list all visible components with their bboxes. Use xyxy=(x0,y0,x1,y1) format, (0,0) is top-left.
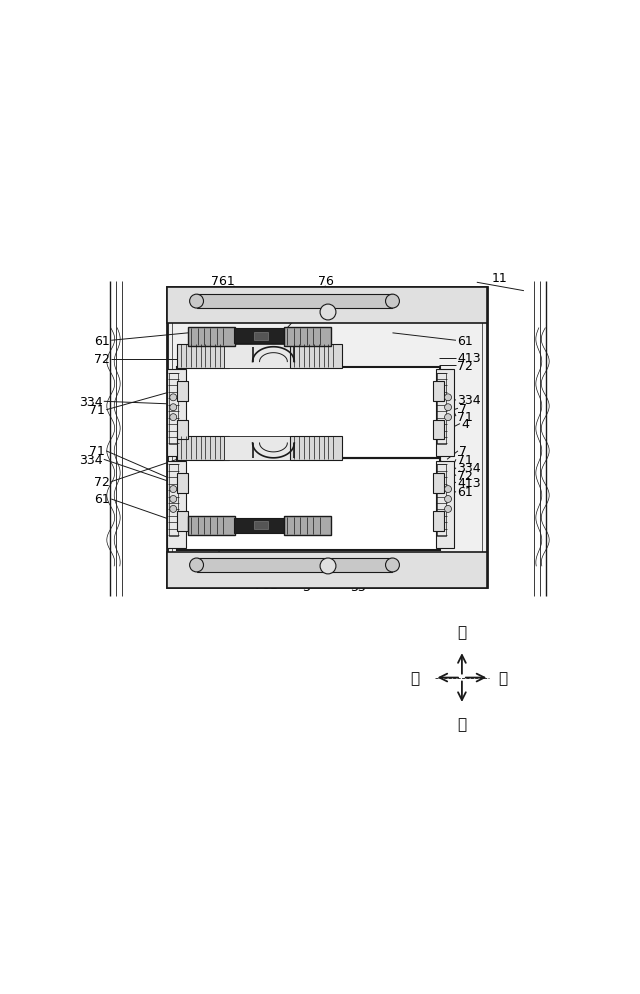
Circle shape xyxy=(445,486,451,493)
Text: 左: 左 xyxy=(411,670,420,686)
Bar xyxy=(172,293,482,582)
Circle shape xyxy=(170,414,177,421)
Bar xyxy=(436,461,454,548)
Text: 11: 11 xyxy=(492,271,508,284)
Text: 7: 7 xyxy=(459,445,467,458)
Bar xyxy=(437,373,446,445)
Text: 61: 61 xyxy=(94,334,110,348)
Text: 761: 761 xyxy=(211,275,235,288)
Text: 72: 72 xyxy=(94,353,110,366)
Text: 71: 71 xyxy=(89,445,105,458)
Bar xyxy=(167,288,487,587)
Circle shape xyxy=(445,496,451,503)
Bar xyxy=(177,382,188,402)
Circle shape xyxy=(170,496,177,503)
Text: 72: 72 xyxy=(457,470,473,483)
Bar xyxy=(224,436,296,460)
Bar xyxy=(433,512,444,532)
Bar xyxy=(291,344,342,368)
Circle shape xyxy=(189,559,204,573)
Bar xyxy=(177,420,188,440)
Text: 右: 右 xyxy=(498,670,508,686)
Bar xyxy=(167,461,186,548)
Bar xyxy=(177,474,188,494)
Circle shape xyxy=(445,405,451,412)
Bar xyxy=(167,288,487,324)
Circle shape xyxy=(189,295,204,309)
Bar xyxy=(437,465,446,537)
Bar xyxy=(234,329,286,344)
Bar xyxy=(253,522,269,530)
Text: 下: 下 xyxy=(458,716,467,731)
Text: 334: 334 xyxy=(457,462,481,475)
Text: 72: 72 xyxy=(457,359,473,372)
Bar xyxy=(177,367,440,459)
Circle shape xyxy=(170,405,177,412)
Text: 413: 413 xyxy=(457,477,481,490)
Bar xyxy=(284,517,332,536)
Circle shape xyxy=(170,395,177,402)
Circle shape xyxy=(385,295,399,309)
Circle shape xyxy=(385,559,399,573)
Bar xyxy=(234,518,286,533)
Text: 4: 4 xyxy=(461,417,469,430)
Bar xyxy=(433,420,444,440)
Text: 3: 3 xyxy=(301,580,310,593)
Bar xyxy=(167,370,186,456)
Text: 上: 上 xyxy=(458,625,467,640)
Text: 7: 7 xyxy=(459,403,467,415)
Text: 71: 71 xyxy=(457,453,473,466)
Text: 76: 76 xyxy=(211,576,227,588)
Text: 61: 61 xyxy=(94,493,110,506)
Bar xyxy=(291,436,342,460)
Bar xyxy=(188,517,236,536)
Text: 761: 761 xyxy=(254,579,278,591)
Text: 413: 413 xyxy=(457,352,481,365)
Text: 61: 61 xyxy=(457,334,473,348)
Bar xyxy=(196,559,392,573)
Bar xyxy=(433,382,444,402)
Text: 61: 61 xyxy=(457,485,473,499)
Bar xyxy=(177,344,229,368)
Circle shape xyxy=(445,414,451,421)
Bar xyxy=(169,465,178,537)
Bar xyxy=(196,295,392,309)
Text: 72: 72 xyxy=(94,476,110,489)
Circle shape xyxy=(445,395,451,402)
Bar xyxy=(436,370,454,456)
Text: 76: 76 xyxy=(317,275,333,288)
Text: 71: 71 xyxy=(89,404,105,416)
Bar xyxy=(169,373,178,445)
Circle shape xyxy=(320,559,336,575)
Bar xyxy=(177,512,188,532)
Circle shape xyxy=(170,506,177,513)
Bar xyxy=(224,344,296,368)
Bar xyxy=(177,436,229,460)
Text: 334: 334 xyxy=(457,394,481,407)
Text: 334: 334 xyxy=(79,396,102,409)
Circle shape xyxy=(320,305,336,321)
Bar xyxy=(433,474,444,494)
Bar xyxy=(177,459,440,551)
Circle shape xyxy=(170,486,177,493)
Text: 334: 334 xyxy=(79,453,102,466)
Bar xyxy=(284,328,332,346)
Text: 33: 33 xyxy=(350,580,365,593)
Bar xyxy=(188,328,236,346)
Text: 71: 71 xyxy=(457,411,473,423)
Circle shape xyxy=(445,506,451,513)
Bar xyxy=(167,553,487,588)
Bar xyxy=(253,333,269,340)
